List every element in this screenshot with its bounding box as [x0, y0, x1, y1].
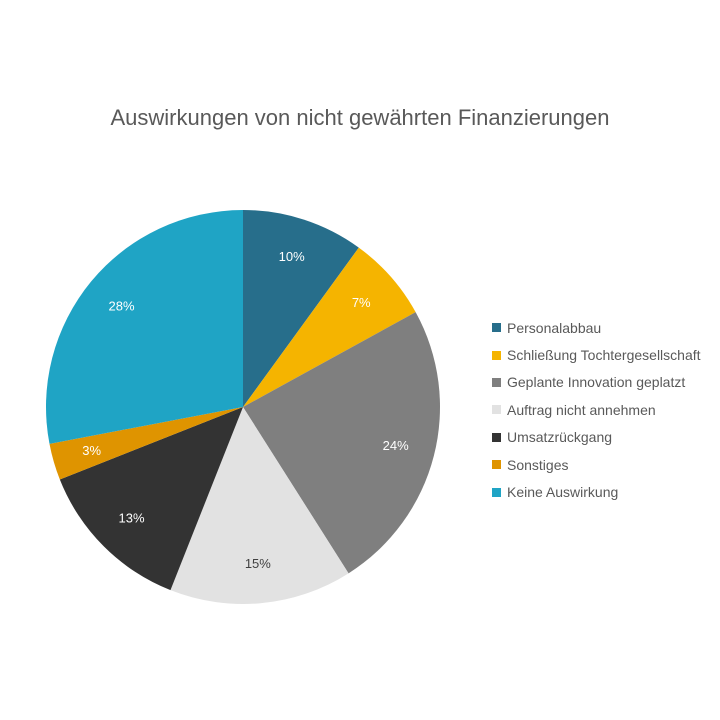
pie-slice-4	[59, 407, 244, 591]
legend-label: Keine Auswirkung	[507, 484, 619, 501]
legend-item: Keine Auswirkung	[492, 478, 701, 505]
pie-data-labels: 10% 7% 24% 15% 13% 3% 28%	[82, 249, 409, 571]
legend-label: Personalabbau	[507, 319, 602, 336]
slice-data-label-3: 15%	[245, 556, 271, 571]
chart-title: Auswirkungen von nicht gewährten Finanzi…	[110, 105, 610, 130]
slice-data-label-0: 10%	[279, 249, 305, 264]
pie-slice-5	[49, 407, 243, 480]
legend-swatch	[492, 487, 501, 497]
slice-data-label-1: 7%	[352, 295, 371, 310]
legend-swatch	[492, 405, 501, 415]
pie-slice-0	[243, 210, 359, 407]
legend-item: Sonstiges	[492, 451, 701, 478]
legend-swatch	[492, 377, 501, 387]
legend-item: Schließung Tochtergesellschaft	[492, 341, 701, 368]
slice-data-label-2: 24%	[383, 438, 409, 453]
legend-item: Umsatzrückgang	[492, 424, 701, 451]
pie-slice-3	[170, 407, 349, 604]
legend-item: Geplante Innovation geplatzt	[492, 369, 701, 396]
legend-label: Schließung Tochtergesellschaft	[507, 347, 701, 364]
legend-label: Auftrag nicht annehmen	[507, 401, 656, 418]
legend-swatch	[492, 323, 501, 333]
legend-label: Umsatzrückgang	[507, 429, 613, 446]
pie-slice-1	[243, 247, 416, 407]
legend-label: Sonstiges	[507, 456, 569, 473]
slice-data-label-6: 28%	[109, 299, 135, 314]
legend: Personalabbau Schließung Tochtergesellsch…	[492, 314, 701, 506]
legend-swatch	[492, 460, 501, 470]
legend-swatch	[492, 432, 501, 442]
slice-data-label-5: 3%	[82, 443, 101, 458]
pie-slice-2	[243, 312, 440, 574]
legend-item: Auftrag nicht annehmen	[492, 396, 701, 423]
legend-label: Geplante Innovation geplatzt	[507, 374, 686, 391]
pie-slice-6	[45, 210, 244, 444]
legend-item: Personalabbau	[492, 314, 701, 341]
legend-swatch	[492, 350, 501, 360]
pie-slices	[45, 210, 440, 604]
slice-data-label-4: 13%	[119, 510, 145, 525]
